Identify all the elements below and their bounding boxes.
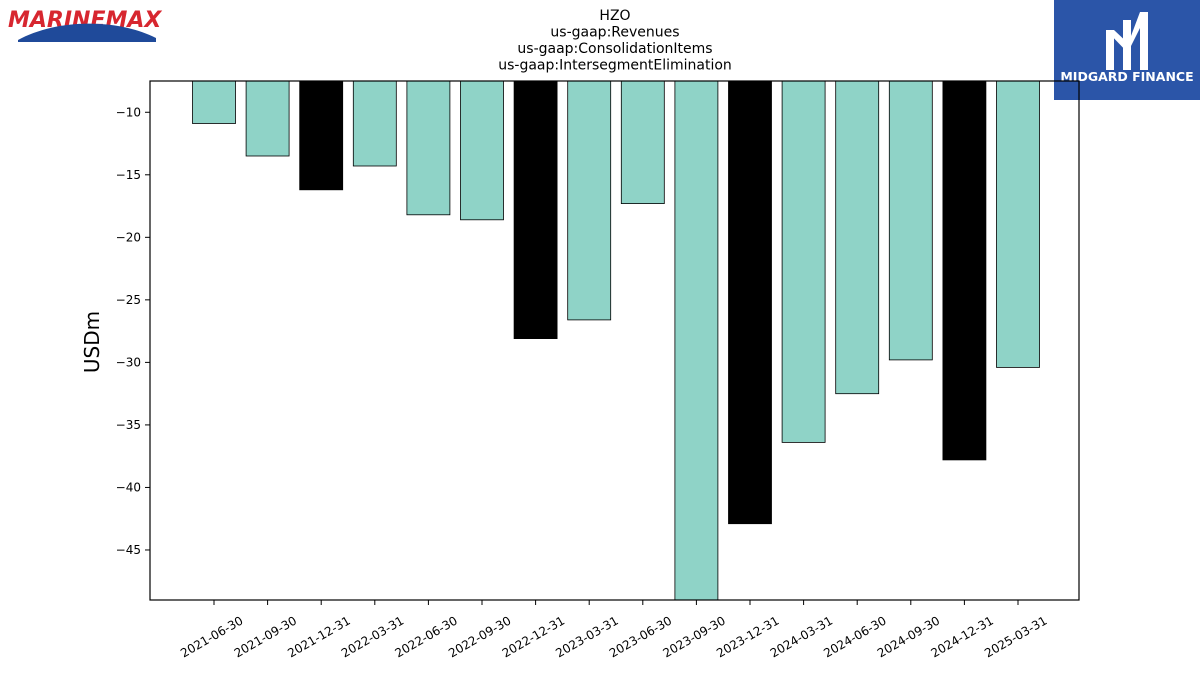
y-tick-label: −25: [116, 293, 141, 307]
bar-2023-09-30: [674, 80, 719, 601]
y-tick-label: −40: [116, 480, 141, 494]
bar-2024-03-31: [781, 80, 826, 443]
y-tick-label: −30: [116, 355, 141, 369]
title-line: us-gaap:ConsolidationItems: [517, 41, 712, 57]
midgard-finance-logo: MIDGARD FINANCE: [1054, 0, 1200, 100]
bar-2025-03-31: [996, 80, 1040, 368]
marinemax-logo: MARINEMAX: [8, 8, 162, 42]
y-tick-label: −15: [116, 168, 141, 182]
bar-2021-12-31: [299, 80, 344, 191]
bar-2023-12-31: [728, 80, 772, 525]
bar-2021-06-30: [192, 80, 236, 124]
midgard-logo-text: MIDGARD FINANCE: [1060, 69, 1193, 84]
bars-group: [192, 80, 1040, 601]
y-tick-label: −35: [116, 418, 141, 432]
bar-2023-03-31: [567, 80, 612, 321]
plot-frame: [149, 80, 1080, 601]
y-axis-label: USDm: [80, 311, 104, 373]
wave-icon: [18, 23, 156, 42]
title-line: us-gaap:Revenues: [550, 25, 679, 41]
chart-title: HZOus-gaap:Revenuesus-gaap:Consolidation…: [498, 8, 732, 74]
x-axis: 2021-06-302021-09-302021-12-312022-03-31…: [178, 600, 1050, 660]
bar-2021-09-30: [245, 80, 290, 157]
y-tick-label: −20: [116, 230, 141, 244]
bar-2022-12-31: [513, 80, 558, 340]
title-line: HZO: [599, 8, 630, 24]
title-line: us-gaap:IntersegmentElimination: [498, 58, 732, 74]
midgard-m-icon: [1106, 12, 1148, 70]
bar-2023-06-30: [620, 80, 665, 204]
bar-2024-12-31: [942, 80, 987, 461]
bar-2022-03-31: [352, 80, 397, 167]
bar-2024-06-30: [835, 80, 880, 395]
bar-2024-09-30: [888, 80, 933, 361]
y-axis: −10 −15 −20 −25 −30 −35 −40 −45: [116, 105, 150, 557]
bar-2022-06-30: [406, 80, 451, 216]
y-tick-label: −45: [116, 543, 141, 557]
bar-2022-09-30: [460, 80, 504, 221]
y-tick-label: −10: [116, 105, 141, 119]
